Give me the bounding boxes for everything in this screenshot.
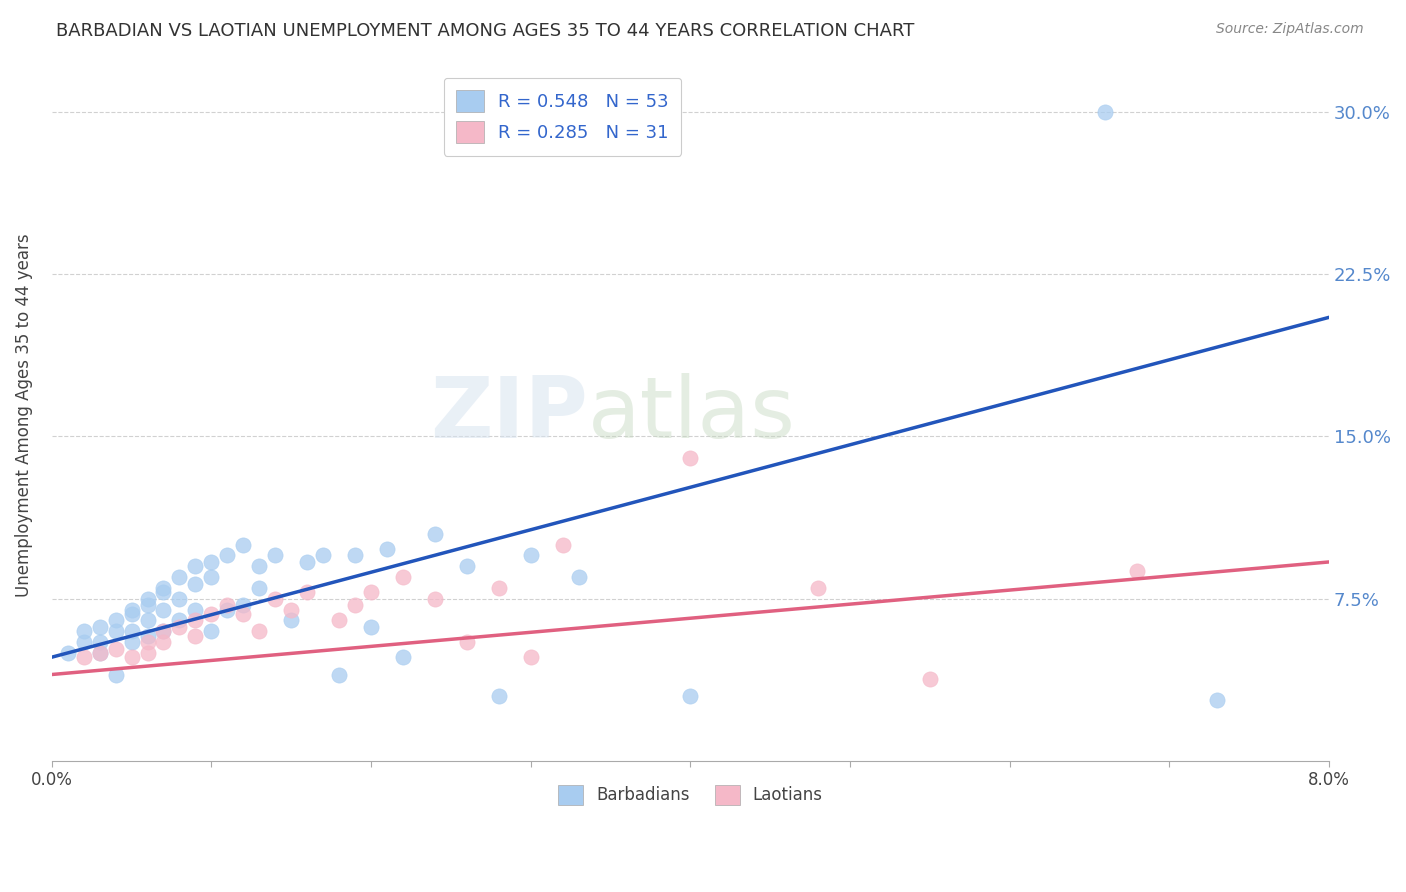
Point	[56, 646, 79, 660]
Point	[280, 614, 302, 628]
Point	[184, 576, 207, 591]
Point	[152, 585, 174, 599]
Point	[519, 650, 541, 665]
Point	[217, 602, 239, 616]
Point	[152, 581, 174, 595]
Point	[121, 624, 143, 639]
Point	[217, 599, 239, 613]
Point	[73, 624, 96, 639]
Point	[104, 624, 127, 639]
Point	[104, 667, 127, 681]
Point	[200, 624, 222, 639]
Point	[280, 602, 302, 616]
Point	[169, 620, 191, 634]
Point	[264, 591, 287, 606]
Point	[121, 607, 143, 621]
Point	[247, 559, 270, 574]
Point	[344, 599, 367, 613]
Point	[232, 599, 254, 613]
Point	[169, 570, 191, 584]
Point	[295, 585, 318, 599]
Point	[184, 602, 207, 616]
Point	[184, 629, 207, 643]
Point	[1126, 564, 1149, 578]
Point	[247, 581, 270, 595]
Point	[136, 591, 159, 606]
Point	[264, 549, 287, 563]
Point	[89, 620, 111, 634]
Point	[184, 614, 207, 628]
Point	[232, 538, 254, 552]
Point	[73, 635, 96, 649]
Point	[232, 607, 254, 621]
Point	[247, 624, 270, 639]
Point	[121, 602, 143, 616]
Text: Source: ZipAtlas.com: Source: ZipAtlas.com	[1216, 22, 1364, 37]
Point	[1094, 104, 1116, 119]
Point	[360, 585, 382, 599]
Point	[89, 646, 111, 660]
Point	[423, 591, 446, 606]
Point	[551, 538, 574, 552]
Legend: Barbadians, Laotians: Barbadians, Laotians	[548, 775, 832, 815]
Point	[217, 549, 239, 563]
Point	[200, 555, 222, 569]
Point	[456, 635, 478, 649]
Point	[312, 549, 335, 563]
Point	[295, 555, 318, 569]
Point	[392, 570, 415, 584]
Point	[121, 635, 143, 649]
Y-axis label: Unemployment Among Ages 35 to 44 years: Unemployment Among Ages 35 to 44 years	[15, 233, 32, 597]
Text: ZIP: ZIP	[430, 373, 588, 457]
Point	[488, 689, 510, 703]
Point	[136, 629, 159, 643]
Point	[200, 607, 222, 621]
Point	[519, 549, 541, 563]
Point	[328, 667, 350, 681]
Point	[152, 624, 174, 639]
Point	[456, 559, 478, 574]
Point	[104, 614, 127, 628]
Point	[423, 526, 446, 541]
Point	[73, 650, 96, 665]
Point	[567, 570, 589, 584]
Point	[136, 635, 159, 649]
Point	[360, 620, 382, 634]
Point	[807, 581, 830, 595]
Point	[328, 614, 350, 628]
Point	[679, 689, 702, 703]
Point	[184, 559, 207, 574]
Point	[200, 570, 222, 584]
Point	[375, 541, 398, 556]
Point	[104, 641, 127, 656]
Point	[136, 614, 159, 628]
Point	[169, 614, 191, 628]
Point	[89, 646, 111, 660]
Text: atlas: atlas	[588, 373, 796, 457]
Point	[344, 549, 367, 563]
Point	[392, 650, 415, 665]
Point	[152, 624, 174, 639]
Point	[152, 635, 174, 649]
Point	[121, 650, 143, 665]
Text: BARBADIAN VS LAOTIAN UNEMPLOYMENT AMONG AGES 35 TO 44 YEARS CORRELATION CHART: BARBADIAN VS LAOTIAN UNEMPLOYMENT AMONG …	[56, 22, 915, 40]
Point	[89, 635, 111, 649]
Point	[918, 672, 941, 686]
Point	[679, 451, 702, 466]
Point	[488, 581, 510, 595]
Point	[1206, 693, 1229, 707]
Point	[152, 602, 174, 616]
Point	[136, 646, 159, 660]
Point	[169, 591, 191, 606]
Point	[136, 599, 159, 613]
